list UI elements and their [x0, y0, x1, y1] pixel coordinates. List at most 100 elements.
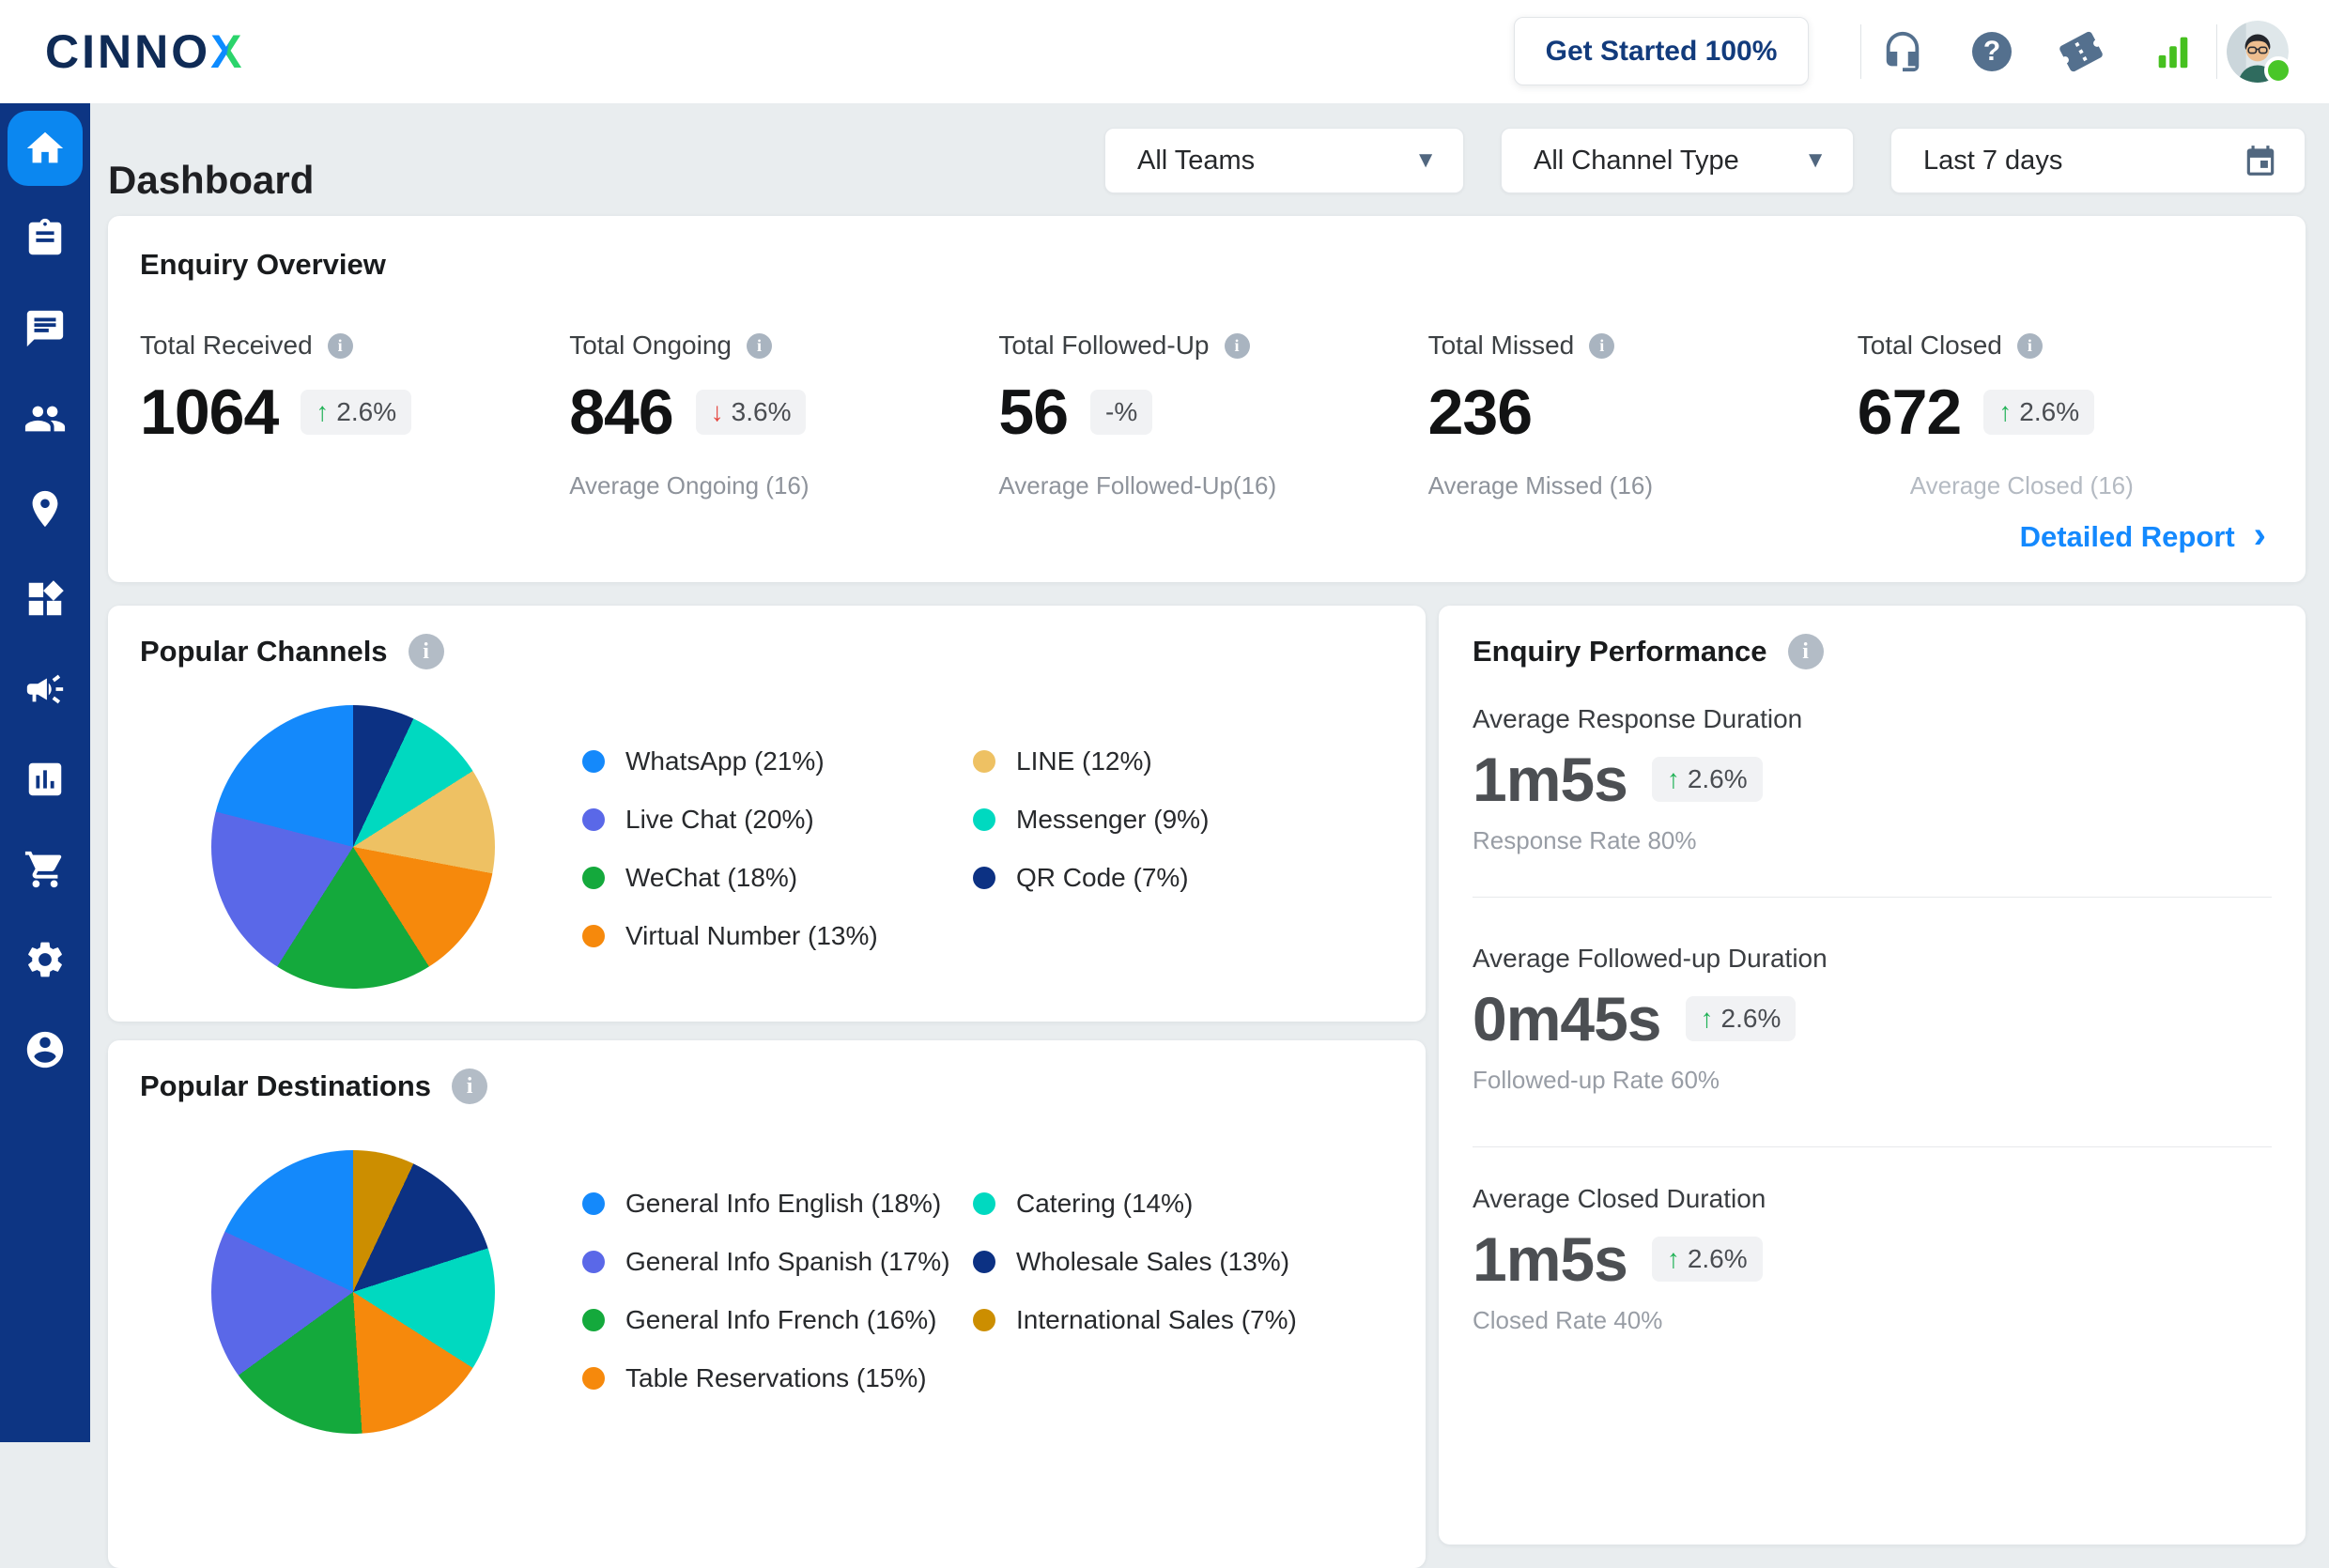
sidebar-item-tasks[interactable]	[0, 193, 90, 284]
sidebar-item-chat[interactable]	[0, 284, 90, 374]
trend-up-icon: ↑	[1998, 397, 2013, 426]
divider	[1473, 1146, 2272, 1147]
stat-subtext: Average Missed (16)	[1427, 471, 1654, 500]
delta-badge: -%	[1090, 390, 1153, 435]
online-status-dot	[2264, 56, 2292, 85]
info-icon[interactable]: i	[1224, 332, 1250, 359]
legend-dot	[973, 866, 995, 889]
enquiry-overview-card: Enquiry Overview Total Received i 1064 ↑…	[108, 216, 2306, 582]
legend-dot	[973, 1250, 995, 1273]
legend-dot	[582, 924, 605, 947]
legend-dot	[973, 1191, 995, 1215]
legend-item: QR Code (7%)	[973, 857, 1209, 898]
cinnox-logo[interactable]: cinnox	[45, 24, 244, 79]
channel-type-filter-dropdown[interactable]: All Channel Type ▼	[1501, 128, 1854, 193]
legend-dot	[582, 866, 605, 889]
help-icon[interactable]: ?	[1967, 27, 2016, 76]
gear-icon	[8, 922, 83, 997]
delta-value: 2.6%	[336, 397, 397, 426]
metric-rate: Closed Rate 40%	[1473, 1306, 1663, 1334]
logo-text: cinno	[45, 25, 211, 78]
legend-item: WhatsApp (21%)	[582, 741, 878, 781]
sidebar-item-campaigns[interactable]	[0, 644, 90, 734]
sidebar-item-reports[interactable]	[0, 734, 90, 824]
legend-item: General Info English (18%)	[582, 1183, 950, 1223]
location-pin-icon	[8, 471, 83, 546]
usage-stats-icon[interactable]	[2149, 27, 2198, 76]
teams-filter-value: All Teams	[1137, 145, 1256, 176]
sidebar-item-home[interactable]	[0, 103, 90, 193]
legend-dot	[582, 1191, 605, 1215]
teams-filter-dropdown[interactable]: All Teams ▼	[1104, 128, 1464, 193]
sidebar-item-locations[interactable]	[0, 464, 90, 554]
stat-subtext: Average Followed-Up(16)	[998, 471, 1277, 500]
channel-filter-value: All Channel Type	[1534, 145, 1739, 176]
get-started-button[interactable]: Get Started 100%	[1514, 17, 1809, 85]
popular-channels-title: Popular Channels	[140, 635, 388, 668]
legend-item: WeChat (18%)	[582, 857, 878, 898]
metric-label: Average Response Duration	[1473, 704, 1803, 733]
info-icon[interactable]: i	[327, 332, 353, 359]
stat-value: 236	[1427, 377, 1533, 448]
support-headset-icon[interactable]	[1878, 27, 1927, 76]
legend-item: General Info Spanish (17%)	[582, 1241, 950, 1282]
header-divider	[2216, 24, 2217, 79]
metric-followed-up-duration: Average Followed-up Duration 0m45s ↑ 2.6…	[1473, 944, 2272, 1095]
delta-badge: ↑ 2.6%	[1685, 996, 1797, 1041]
stat-total-closed: Total Closed i 672 ↑ 2.6% Average Closed…	[1858, 331, 2287, 500]
stat-total-received: Total Received i 1064 ↑ 2.6%	[140, 331, 569, 500]
delta-value: -%	[1105, 397, 1138, 426]
delta-badge: ↑ 2.6%	[1651, 757, 1763, 802]
legend-item: Wholesale Sales (13%)	[973, 1241, 1297, 1282]
calendar-icon	[2243, 143, 2278, 178]
legend-label: WhatsApp (21%)	[625, 746, 825, 776]
info-icon[interactable]: i	[452, 1068, 488, 1104]
chevron-right-icon: ›	[2253, 515, 2266, 556]
logo-x: x	[210, 25, 245, 78]
info-icon[interactable]: i	[408, 634, 444, 669]
ticket-icon[interactable]	[2057, 27, 2105, 76]
stat-total-followed-up: Total Followed-Up i 56 -% Average Follow…	[998, 331, 1427, 500]
legend-label: Messenger (9%)	[1016, 804, 1210, 834]
legend-dot	[973, 1308, 995, 1331]
stat-value: 1064	[140, 377, 279, 448]
shopping-cart-icon	[8, 832, 83, 907]
info-icon[interactable]: i	[746, 332, 772, 359]
info-icon[interactable]: i	[1787, 634, 1824, 669]
legend-item: General Info French (16%)	[582, 1299, 950, 1340]
channels-legend-col-2: LINE (12%) Messenger (9%) QR Code (7%)	[973, 741, 1209, 898]
sidebar-item-account[interactable]	[0, 1005, 90, 1095]
stat-label: Total Ongoing	[569, 331, 732, 360]
legend-item: Catering (14%)	[973, 1183, 1297, 1223]
overview-stats-row: Total Received i 1064 ↑ 2.6% Total Ongoi…	[140, 331, 2287, 500]
info-icon[interactable]: i	[2016, 332, 2043, 359]
legend-dot	[582, 807, 605, 831]
sidebar-item-widgets[interactable]	[0, 554, 90, 644]
info-icon[interactable]: i	[1589, 332, 1615, 359]
delta-badge: ↑ 2.6%	[1983, 390, 2095, 435]
chevron-down-icon: ▼	[1804, 147, 1827, 173]
popular-destinations-card: Popular Destinations i General Info Engl…	[108, 1040, 1426, 1568]
metric-label: Average Followed-up Duration	[1473, 944, 1828, 973]
question-mark-glyph: ?	[1972, 32, 2012, 71]
sidebar-item-contacts[interactable]	[0, 374, 90, 464]
channels-legend-col-1: WhatsApp (21%) Live Chat (20%) WeChat (1…	[582, 741, 878, 956]
sidebar-item-settings[interactable]	[0, 915, 90, 1005]
legend-label: General Info Spanish (17%)	[625, 1246, 950, 1276]
account-circle-icon	[8, 1012, 83, 1087]
legend-label: Virtual Number (13%)	[625, 920, 878, 950]
metric-rate: Followed-up Rate 60%	[1473, 1066, 1720, 1094]
detailed-report-link[interactable]: Detailed Report ›	[2019, 516, 2266, 554]
detailed-report-label: Detailed Report	[2019, 520, 2235, 553]
legend-label: WeChat (18%)	[625, 862, 798, 892]
people-icon	[8, 381, 83, 456]
date-range-picker[interactable]: Last 7 days	[1890, 128, 2306, 193]
destinations-legend-col-1: General Info English (18%) General Info …	[582, 1183, 950, 1398]
sidebar-item-store[interactable]	[0, 824, 90, 915]
divider	[1473, 897, 2272, 898]
stat-subtext: Average Closed (16)	[1909, 471, 2134, 500]
legend-label: Wholesale Sales (13%)	[1016, 1246, 1290, 1276]
user-avatar[interactable]	[2227, 21, 2292, 85]
metric-value: 1m5s	[1473, 1224, 1628, 1294]
